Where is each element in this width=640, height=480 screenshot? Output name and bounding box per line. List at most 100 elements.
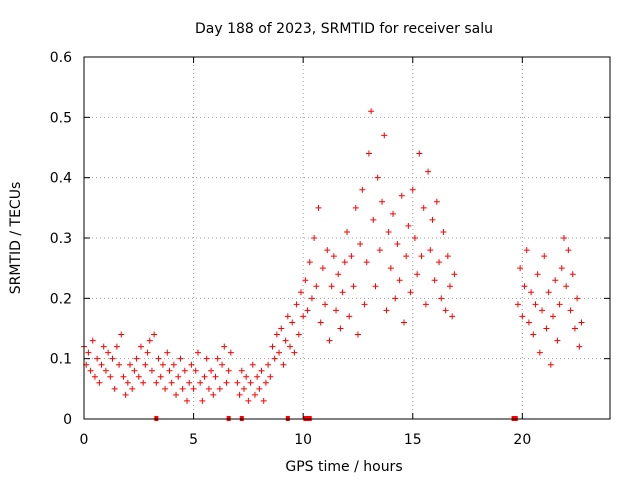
data-point xyxy=(429,216,436,223)
data-point xyxy=(269,343,276,350)
data-point xyxy=(219,361,226,368)
y-tick-label: 0.6 xyxy=(50,50,72,66)
data-point xyxy=(297,289,304,296)
data-point xyxy=(181,367,188,374)
data-point xyxy=(133,355,140,362)
data-point xyxy=(157,373,164,380)
data-point xyxy=(357,241,364,248)
data-point xyxy=(444,253,451,260)
data-point xyxy=(311,235,318,241)
data-point xyxy=(523,247,530,254)
data-point xyxy=(315,204,322,211)
data-point xyxy=(427,247,434,254)
data-point xyxy=(173,391,180,398)
data-point xyxy=(225,367,232,374)
data-point xyxy=(236,391,243,398)
data-point xyxy=(436,259,443,266)
data-point xyxy=(383,307,390,314)
data-point xyxy=(291,349,298,356)
data-point xyxy=(317,319,324,326)
data-point xyxy=(425,168,432,175)
data-point xyxy=(91,373,98,380)
data-point xyxy=(142,361,149,368)
data-point xyxy=(517,265,524,272)
y-tick-label: 0.5 xyxy=(50,110,72,126)
data-point xyxy=(348,253,355,260)
data-point xyxy=(300,313,307,320)
data-point xyxy=(122,391,129,398)
data-point xyxy=(87,367,94,374)
data-point xyxy=(162,385,169,392)
data-points xyxy=(81,108,585,404)
data-point xyxy=(449,313,456,320)
y-axis-label: SRMTID / TECUs xyxy=(8,182,24,295)
data-point xyxy=(409,186,416,193)
data-point xyxy=(212,373,219,380)
data-point xyxy=(199,397,206,404)
data-point xyxy=(438,295,445,302)
data-point xyxy=(153,379,160,386)
data-point xyxy=(352,204,359,211)
data-point xyxy=(197,379,204,386)
data-point xyxy=(140,379,147,386)
data-point xyxy=(326,337,333,344)
y-tick-label: 0.1 xyxy=(50,352,72,368)
data-point xyxy=(265,361,272,368)
data-point xyxy=(330,253,337,260)
data-point xyxy=(528,289,535,296)
data-point xyxy=(536,349,543,356)
data-point xyxy=(284,313,291,320)
x-tick-label: 0 xyxy=(80,432,89,448)
data-point xyxy=(223,379,230,386)
data-point xyxy=(547,361,554,368)
data-point xyxy=(385,228,392,235)
data-point xyxy=(545,289,552,296)
data-point xyxy=(113,343,120,350)
data-point xyxy=(341,259,348,266)
data-point xyxy=(368,108,375,115)
data-point xyxy=(151,331,158,338)
data-point xyxy=(394,241,401,248)
data-point xyxy=(175,373,182,380)
data-point xyxy=(447,283,454,290)
data-point xyxy=(289,319,296,326)
data-point xyxy=(344,228,350,235)
data-point xyxy=(302,277,309,284)
data-point xyxy=(442,307,449,314)
data-point xyxy=(210,391,217,398)
data-point xyxy=(105,349,112,356)
data-point xyxy=(359,186,366,193)
data-point xyxy=(519,313,526,320)
data-point xyxy=(306,259,313,266)
data-point xyxy=(98,361,105,368)
data-point xyxy=(539,307,546,314)
data-point xyxy=(567,307,574,314)
data-point xyxy=(363,259,370,266)
x-tick-label: 15 xyxy=(404,432,422,448)
x-tick-label: 5 xyxy=(189,432,198,448)
data-point xyxy=(308,295,315,302)
data-point xyxy=(100,343,107,350)
data-point xyxy=(85,349,92,356)
data-point xyxy=(287,343,294,350)
data-point xyxy=(170,361,177,368)
data-point xyxy=(433,198,440,205)
data-point xyxy=(390,210,397,217)
data-point xyxy=(398,192,405,199)
data-point xyxy=(400,319,407,326)
data-point xyxy=(376,247,383,254)
data-point xyxy=(525,319,532,326)
data-point xyxy=(534,271,541,278)
x-tick-label: 20 xyxy=(513,432,531,448)
data-point xyxy=(116,361,123,368)
data-point xyxy=(563,283,570,290)
data-point xyxy=(251,391,258,398)
data-point xyxy=(414,271,421,278)
data-point xyxy=(135,373,142,380)
data-point xyxy=(543,325,550,332)
data-point xyxy=(201,373,208,380)
data-point xyxy=(155,355,162,362)
data-point xyxy=(379,198,386,205)
data-point xyxy=(280,361,287,368)
